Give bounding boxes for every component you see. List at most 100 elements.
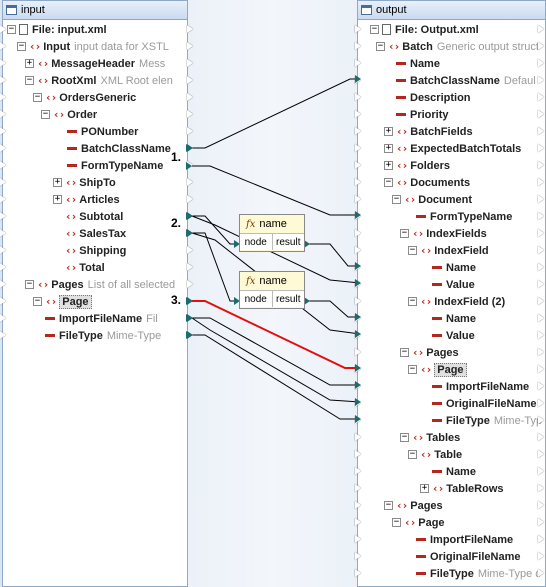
input-port[interactable] [355,127,361,135]
tree-row-indexfield-name[interactable]: Name [432,259,476,276]
input-port[interactable] [355,569,361,577]
output-port[interactable] [187,195,193,203]
input-port[interactable] [355,42,361,50]
input-panel[interactable]: input − File: input.xml − ‹› Input input dat… [2,0,188,587]
output-port-right[interactable] [538,212,544,220]
function-input-node[interactable]: node [240,234,273,250]
function-port[interactable] [304,240,310,248]
output-port[interactable] [187,25,193,33]
output-port[interactable] [187,263,193,271]
output-port-right[interactable] [538,467,544,475]
output-port-right[interactable] [538,331,544,339]
collapse-icon[interactable]: − [7,24,16,34]
input-port[interactable] [355,297,361,305]
mapped-output-port[interactable] [186,212,192,220]
input-port[interactable] [355,535,361,543]
tree-row-filetype[interactable]: FileType Mime-Typ [432,412,542,429]
tree-row-file[interactable]: − File: input.xml [7,23,107,36]
output-port-right[interactable] [538,93,544,101]
tree-row-ordersgeneric[interactable]: − ‹› OrdersGeneric [33,91,137,104]
input-port[interactable] [355,59,361,67]
mapped-input-port[interactable] [355,381,361,389]
mapped-output-port[interactable] [186,229,192,237]
tree-row-order[interactable]: − ‹› Order [41,108,98,121]
collapse-icon[interactable]: − [25,75,34,85]
output-panel-title[interactable]: output [358,1,545,20]
input-port[interactable] [355,484,361,492]
tree-row-importfilename[interactable]: ImportFileName [432,378,529,395]
output-panel[interactable]: output − File: Output.xml − ‹› Batch Generic… [357,0,546,587]
input-port[interactable] [355,144,361,152]
tree-row-folders[interactable]: + ‹› Folders [384,159,450,172]
tree-row-filetype-2[interactable]: FileType Mime-Type c [416,565,541,582]
output-port-right[interactable] [538,297,544,305]
function-output-result[interactable]: result [276,293,301,305]
input-port-left[interactable] [0,144,6,152]
collapse-icon[interactable]: − [392,194,401,204]
tree-row-tables[interactable]: − ‹› Tables [400,431,461,444]
output-port-right[interactable] [538,161,544,169]
input-port-left[interactable] [0,178,6,186]
collapse-icon[interactable]: − [408,296,417,306]
input-port[interactable] [355,229,361,237]
output-port[interactable] [187,178,193,186]
input-port[interactable] [355,93,361,101]
input-port-left[interactable] [0,76,6,84]
input-panel-title[interactable]: input [3,1,187,20]
input-port[interactable] [355,246,361,254]
input-port[interactable] [355,450,361,458]
tree-row-ponumber[interactable]: PONumber [67,123,138,140]
output-port[interactable] [187,127,193,135]
output-port-right[interactable] [538,110,544,118]
output-port-right[interactable] [538,314,544,322]
input-port-left[interactable] [0,195,6,203]
output-port-right[interactable] [538,569,544,577]
output-port[interactable] [187,280,193,288]
input-port[interactable] [355,161,361,169]
input-port[interactable] [355,178,361,186]
output-port-right[interactable] [538,552,544,560]
tree-row-batch[interactable]: − ‹› Batch Generic output struct [376,40,539,53]
input-port-left[interactable] [0,161,6,169]
collapse-icon[interactable]: − [41,109,50,119]
output-port-right[interactable] [538,535,544,543]
tree-row-indexfield2-name[interactable]: Name [432,310,476,327]
mapped-output-port[interactable] [186,297,192,305]
collapse-icon[interactable]: − [408,245,417,255]
mapped-output-port[interactable] [186,314,192,322]
tree-row-page[interactable]: − ‹› Page [408,361,467,378]
mapped-input-port[interactable] [355,364,361,372]
tree-row-table-name[interactable]: Name [432,463,476,480]
collapse-icon[interactable]: − [400,347,409,357]
tree-row-formtypename[interactable]: FormTypeName [67,157,163,174]
output-port-right[interactable] [538,59,544,67]
input-port-left[interactable] [0,59,6,67]
expand-icon[interactable]: + [420,483,429,493]
collapse-icon[interactable]: − [25,279,34,289]
output-port-right[interactable] [538,178,544,186]
expand-icon[interactable]: + [384,126,393,136]
output-port[interactable] [187,246,193,254]
tree-row-indexfields[interactable]: − ‹› IndexFields [400,227,487,240]
tree-row-documents[interactable]: − ‹› Documents [384,176,471,189]
collapse-icon[interactable]: − [370,24,379,34]
mapped-input-port[interactable] [355,262,361,270]
input-port[interactable] [355,348,361,356]
collapse-icon[interactable]: − [392,517,401,527]
tree-row-page[interactable]: − ‹› Page [33,293,92,310]
mapped-input-port[interactable] [355,279,361,287]
tree-row-table[interactable]: − ‹› Table [408,448,463,461]
input-port-left[interactable] [0,314,6,322]
tree-row-priority[interactable]: Priority [396,106,449,123]
output-port-right[interactable] [538,195,544,203]
tree-row-formtypename[interactable]: FormTypeName [416,208,512,225]
input-port-left[interactable] [0,212,6,220]
mapped-input-port[interactable] [355,75,361,83]
collapse-icon[interactable]: − [408,449,417,459]
tree-row-indexfield[interactable]: − ‹› IndexField [408,244,489,257]
tree-row-expectedbatchtotals[interactable]: + ‹› ExpectedBatchTotals [384,142,522,155]
function-port[interactable] [234,240,240,248]
tree-row-salestax[interactable]: ‹› SalesTax [65,227,127,240]
tree-row-shipping[interactable]: ‹› Shipping [65,244,127,257]
output-port-right[interactable] [538,348,544,356]
